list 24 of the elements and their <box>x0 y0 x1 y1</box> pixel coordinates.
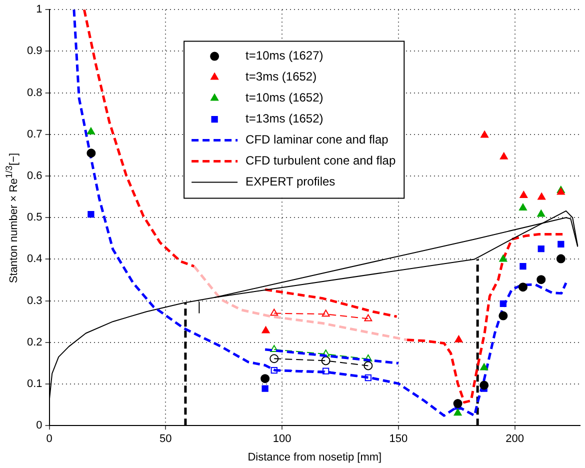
x-tick-label: 150 <box>389 433 408 446</box>
legend-label: t=10ms (1627) <box>246 48 324 63</box>
legend-label: EXPERT profiles <box>246 174 336 189</box>
x-tick-label: 0 <box>46 433 52 446</box>
legend-label: t=10ms (1652) <box>246 90 324 105</box>
legend-label: CFD laminar cone and flap <box>246 132 389 147</box>
y-tick-label: 0 <box>36 420 42 432</box>
x-tick-label: 200 <box>506 433 524 446</box>
y-tick-label: 0.1 <box>26 378 42 390</box>
y-tick-label: 0.5 <box>26 212 42 224</box>
x-tick-label: 100 <box>272 433 292 446</box>
y-tick-label: 0.3 <box>26 294 42 307</box>
x-tick-label: 50 <box>160 433 172 446</box>
y-tick-label: 0.6 <box>26 170 42 182</box>
y-tick-label: 0.4 <box>26 253 42 266</box>
y-tick-label: 0.8 <box>26 86 42 99</box>
y-tick-label: 0.9 <box>26 45 42 58</box>
y-tick-label: 0.7 <box>26 128 42 140</box>
x-axis-title: Distance from nosetip [mm] <box>248 451 382 464</box>
legend-label: t=3ms (1652) <box>246 70 317 84</box>
y-tick-label: 1 <box>36 4 42 16</box>
legend-label: t=13ms (1652) <box>246 112 324 126</box>
legend-label: CFD turbulent cone and flap <box>246 154 396 168</box>
y-tick-label: 0.2 <box>26 336 42 348</box>
